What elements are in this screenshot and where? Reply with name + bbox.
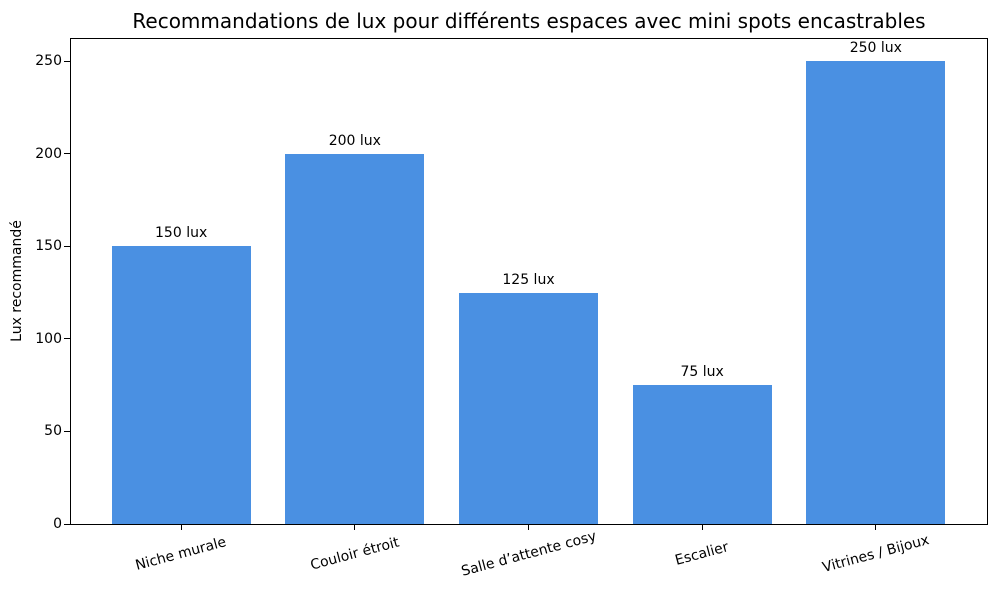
bar-value-label: 125 lux	[502, 271, 555, 288]
y-tick-label: 250	[35, 53, 62, 70]
y-axis-tick	[64, 338, 70, 340]
x-tick-label: Salle d’attente cosy	[459, 528, 598, 580]
y-axis-tick	[64, 153, 70, 155]
bar-value-label: 75 lux	[680, 364, 724, 381]
y-tick-label: 100	[35, 330, 62, 347]
x-tick-label: Escalier	[673, 539, 731, 569]
y-axis-tick	[64, 245, 70, 247]
x-axis-tick	[180, 525, 182, 530]
y-axis-tick	[64, 523, 70, 525]
x-axis-tick	[528, 525, 529, 530]
bar-value-label: 200 lux	[328, 132, 381, 149]
x-axis-tick	[354, 525, 356, 530]
bar-value-label: 250 lux	[849, 40, 902, 57]
x-axis-tick	[701, 525, 703, 530]
x-tick-label: Niche murale	[133, 534, 229, 574]
x-tick-label: Vitrines / Bijoux	[820, 532, 931, 576]
y-axis-tick	[64, 60, 70, 62]
y-tick-label: 150	[35, 238, 62, 255]
bar	[632, 385, 772, 524]
bar-value-label: 150 lux	[155, 225, 208, 242]
y-tick-label: 50	[44, 423, 62, 440]
y-tick-label: 0	[53, 516, 62, 532]
y-axis-tick	[64, 430, 70, 432]
bar	[459, 292, 598, 524]
chart-title: Recommandations de lux pour différents e…	[132, 9, 926, 33]
x-axis-tick	[875, 525, 877, 530]
bar	[111, 246, 251, 524]
x-tick-label: Couloir étroit	[308, 534, 401, 574]
bar	[285, 153, 425, 524]
y-tick-label: 200	[35, 145, 62, 162]
bar	[806, 61, 946, 524]
